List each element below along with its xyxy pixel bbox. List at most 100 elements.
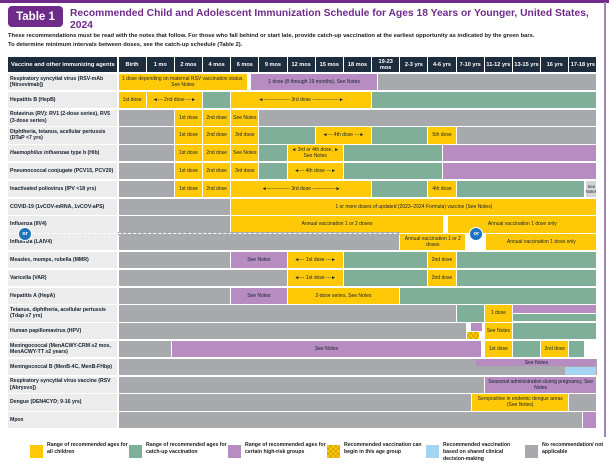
schedule-bar xyxy=(372,127,428,144)
vaccine-row-label: Meningococcal B (MenB-4C, MenB-FHbp) xyxy=(8,358,117,375)
legend-swatch-ch xyxy=(327,445,340,458)
bar-label: Annual vaccination 1 dose only xyxy=(487,221,557,228)
schedule-bar xyxy=(512,341,541,358)
vaccine-row-label: Rotavirus (RV): RV1 (2-dose series), RV5… xyxy=(8,109,117,126)
schedule-bar xyxy=(118,198,231,215)
bar-label: Annual vaccination 1 or 2 doses xyxy=(301,221,373,228)
vaccine-name: Pneumococcal conjugate (PCV15, PCV20) xyxy=(10,167,114,174)
bar-label: 1 dose depending on maternal RSV vaccina… xyxy=(121,76,244,89)
schedule-bar xyxy=(343,163,442,180)
schedule-bar: ◄--- 2nd dose ---► xyxy=(146,91,203,108)
schedule-bar: Seropositive in endemic dengue areas (Se… xyxy=(472,394,569,411)
bar-label: 5th dose xyxy=(432,132,452,139)
legend-swatch-g xyxy=(129,445,142,458)
vaccine-name: Influenza (LAIV4) xyxy=(10,239,53,246)
schedule-bar xyxy=(118,394,472,411)
bar-label: ◄ 3rd or 4th dose, ► See Notes xyxy=(291,147,340,160)
schedule-bar xyxy=(456,305,484,322)
schedule-bar xyxy=(456,180,584,197)
schedule-bar xyxy=(456,269,597,286)
bar-label: ◄--- 2nd dose ---► xyxy=(152,96,196,103)
vaccine-name: Rotavirus (RV): RV1 (2-dose series), RV5… xyxy=(10,111,111,124)
vaccine-row-label: Human papillomavirus (HPV) xyxy=(8,323,117,340)
schedule-bar xyxy=(118,341,172,358)
schedule-bar: See Notes xyxy=(484,323,512,340)
or-badge-right: or xyxy=(469,226,484,241)
bar-label: 3rd dose xyxy=(235,168,255,175)
schedule-bar xyxy=(259,109,597,126)
column-header-vaccines: Vaccine and other immunizing agents xyxy=(8,57,117,72)
schedule-bar xyxy=(118,305,456,322)
vaccine-name: Tetanus, diphtheria, acellular pertussis… xyxy=(10,307,106,320)
schedule-bar xyxy=(118,252,231,269)
bar-label: Seasonal administration during pregnancy… xyxy=(488,378,593,391)
bar-label: ◄---------------- 3rd dose -------------… xyxy=(258,96,344,103)
schedule-bar: 1st dose xyxy=(174,163,203,180)
schedule-bar: ◄ 3rd or 4th dose, ► See Notes xyxy=(287,145,343,162)
schedule-bar xyxy=(343,269,428,286)
legend-label: Recommended vaccination based on shared … xyxy=(443,442,511,462)
schedule-bar: 1st dose xyxy=(484,341,512,358)
column-header-cell: 12 mos xyxy=(287,57,315,72)
legend: Range of recommended ages for all childr… xyxy=(8,441,604,465)
column-header-cell: 17-18 yrs xyxy=(569,57,597,72)
schedule-bar xyxy=(512,305,597,313)
schedule-bar: See Notes xyxy=(231,109,259,126)
vaccine-row-label: Hepatitis B (HepB) xyxy=(8,91,117,108)
schedule-bar: See Notes xyxy=(231,287,287,304)
bar-label: 1st dose xyxy=(488,346,508,353)
bar-label: 3rd dose xyxy=(235,132,255,139)
schedule-bar: Annual vaccination 1 or 2 doses xyxy=(231,216,443,233)
schedule-bar: 3rd dose xyxy=(231,127,259,144)
vaccine-name: Varicella (VAR) xyxy=(10,274,47,281)
schedule-bar: 2nd dose xyxy=(428,269,456,286)
vaccine-name: Mpox xyxy=(10,417,24,424)
schedule-bar xyxy=(203,91,231,108)
column-header-cell: 13-15 yrs xyxy=(512,57,541,72)
vaccine-name: Respiratory syncytial virus (RSV-mAb [Ni… xyxy=(10,75,104,89)
table1-badge: Table 1 xyxy=(8,6,63,27)
column-header-cell: 18 mos xyxy=(343,57,372,72)
schedule-bar xyxy=(583,412,597,429)
legend-label: Range of recommended ages for catch-up v… xyxy=(146,442,227,455)
vaccine-name: Influenza (IIV4) xyxy=(10,221,47,228)
vaccine-name: Measles, mumps, rubella (MMR) xyxy=(10,256,89,263)
schedule-bar: 1st dose xyxy=(174,127,203,144)
bar-label: ◄--- 4th dose ---► xyxy=(322,132,365,139)
schedule-bar: ◄---------------- 3rd dose -------------… xyxy=(231,91,372,108)
schedule-bar: 5th dose xyxy=(428,127,456,144)
schedule-bar xyxy=(512,323,597,340)
bar-label: 2nd dose xyxy=(544,346,566,353)
schedule-bar xyxy=(118,323,467,340)
schedule-bar xyxy=(118,180,174,197)
schedule-bar xyxy=(259,127,315,144)
bar-label: ◄--- 1st dose ---► xyxy=(294,274,336,281)
schedule-bar xyxy=(456,252,597,269)
vaccine-row-label: Mpox xyxy=(8,412,117,429)
column-header-cell: 4 mos xyxy=(203,57,231,72)
schedule-bar xyxy=(259,163,287,180)
schedule-bar: ◄--- 4th dose ---► xyxy=(315,127,372,144)
legend-swatch-p xyxy=(228,445,241,458)
column-header-cell: 2-3 yrs xyxy=(400,57,428,72)
schedule-bar xyxy=(118,269,287,286)
schedule-bar xyxy=(467,331,479,340)
schedule-bar: Annual vaccination 1 dose only xyxy=(448,216,597,233)
schedule-bar xyxy=(569,394,597,411)
bar-label: 2nd dose xyxy=(206,114,227,121)
schedule-bar xyxy=(442,163,597,180)
schedule-bar xyxy=(470,323,483,331)
vaccine-name: Respiratory syncytial virus vaccine (RSV… xyxy=(10,378,111,391)
bar-label: 2nd dose xyxy=(206,132,227,139)
legend-label: No recommendation/ not applicable xyxy=(542,442,604,455)
schedule-bar: 3rd dose xyxy=(231,163,259,180)
schedule-bar: 1 dose depending on maternal RSV vaccina… xyxy=(118,74,248,91)
bar-label: 1st dose xyxy=(178,168,198,175)
vaccine-name: Hepatitis A (HepA) xyxy=(10,292,56,299)
vaccine-name: Diphtheria, tetanus, acellular pertussis… xyxy=(10,129,106,142)
schedule-bar: 2nd dose xyxy=(428,252,456,269)
bar-label: 1 dose xyxy=(490,310,506,317)
page-top-border xyxy=(0,0,609,3)
schedule-bar: 1st dose xyxy=(174,109,203,126)
vaccine-row-label: Respiratory syncytial virus (RSV-mAb [Ni… xyxy=(8,74,117,91)
